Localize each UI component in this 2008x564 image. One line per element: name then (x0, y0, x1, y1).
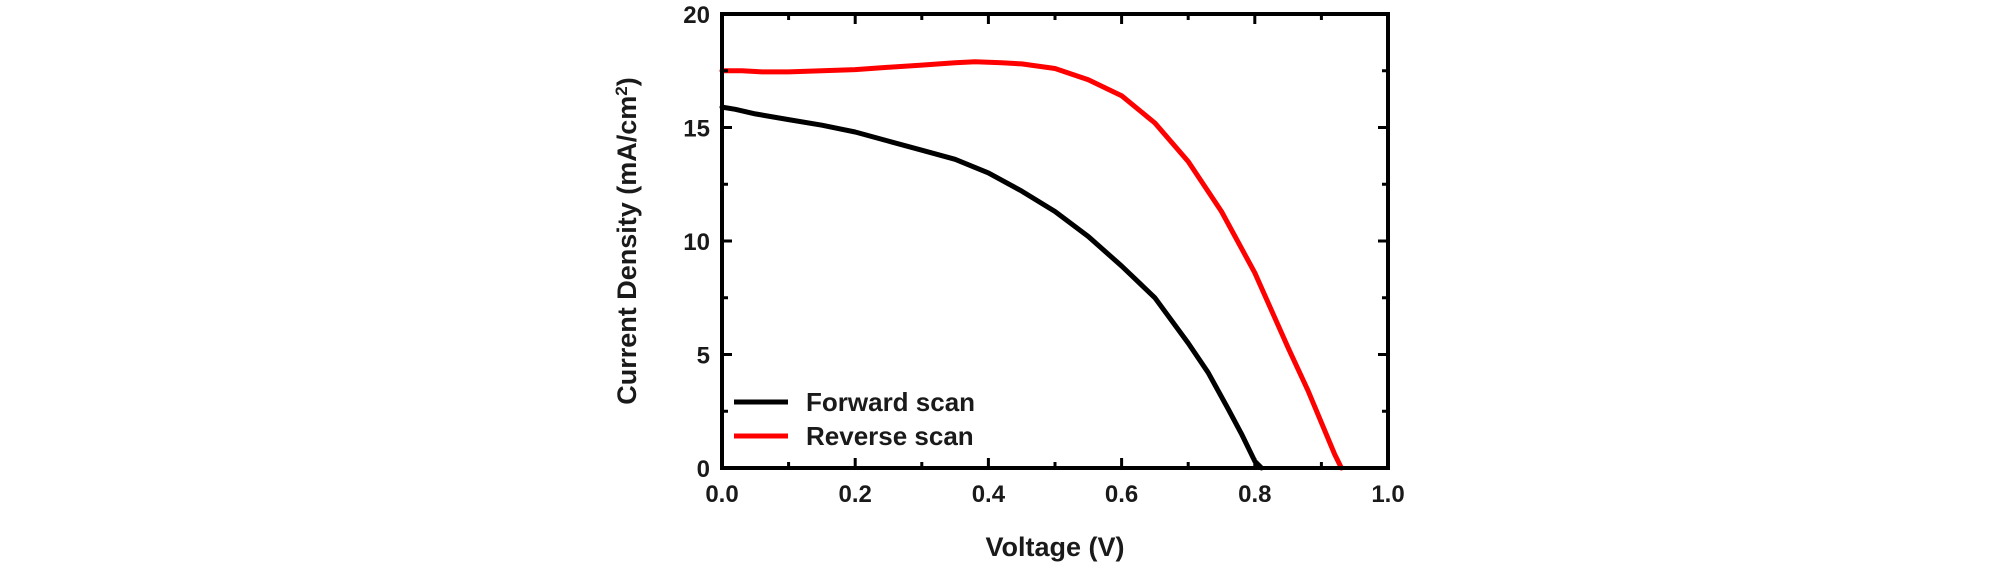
y-axis-title-suffix: ) (612, 77, 642, 86)
y-axis-title: Current Density (mA/cm2) (612, 77, 643, 405)
x-tick-label: 0.8 (1238, 481, 1271, 508)
x-tick-label: 0.0 (705, 481, 738, 508)
x-tick-label: 0.6 (1105, 481, 1138, 508)
legend-label-reverse: Reverse scan (806, 421, 974, 451)
x-tick-label: 0.4 (972, 481, 1006, 508)
legend: Forward scan Reverse scan (734, 387, 975, 451)
x-tick-label: 0.2 (839, 481, 872, 508)
series-layer (719, 59, 1344, 471)
y-tick-label: 15 (683, 116, 710, 143)
y-tick-label: 0 (697, 456, 710, 483)
x-tick-label: 1.0 (1371, 481, 1404, 508)
y-axis-title-prefix: Current Density (mA/cm (612, 96, 642, 405)
series-line-forward (719, 104, 1264, 471)
y-axis-title-superscript: 2 (612, 86, 631, 95)
x-axis-title: Voltage (V) (985, 532, 1124, 562)
y-tick-label: 5 (697, 343, 710, 370)
legend-label-forward: Forward scan (806, 387, 975, 417)
y-tick-label: 10 (683, 229, 710, 256)
y-tick-label: 20 (683, 2, 710, 29)
tick-layer: 0.0 0.2 0.4 0.6 0.8 1.0 0 5 10 15 20 (683, 2, 1404, 508)
series-line-reverse (719, 59, 1344, 471)
